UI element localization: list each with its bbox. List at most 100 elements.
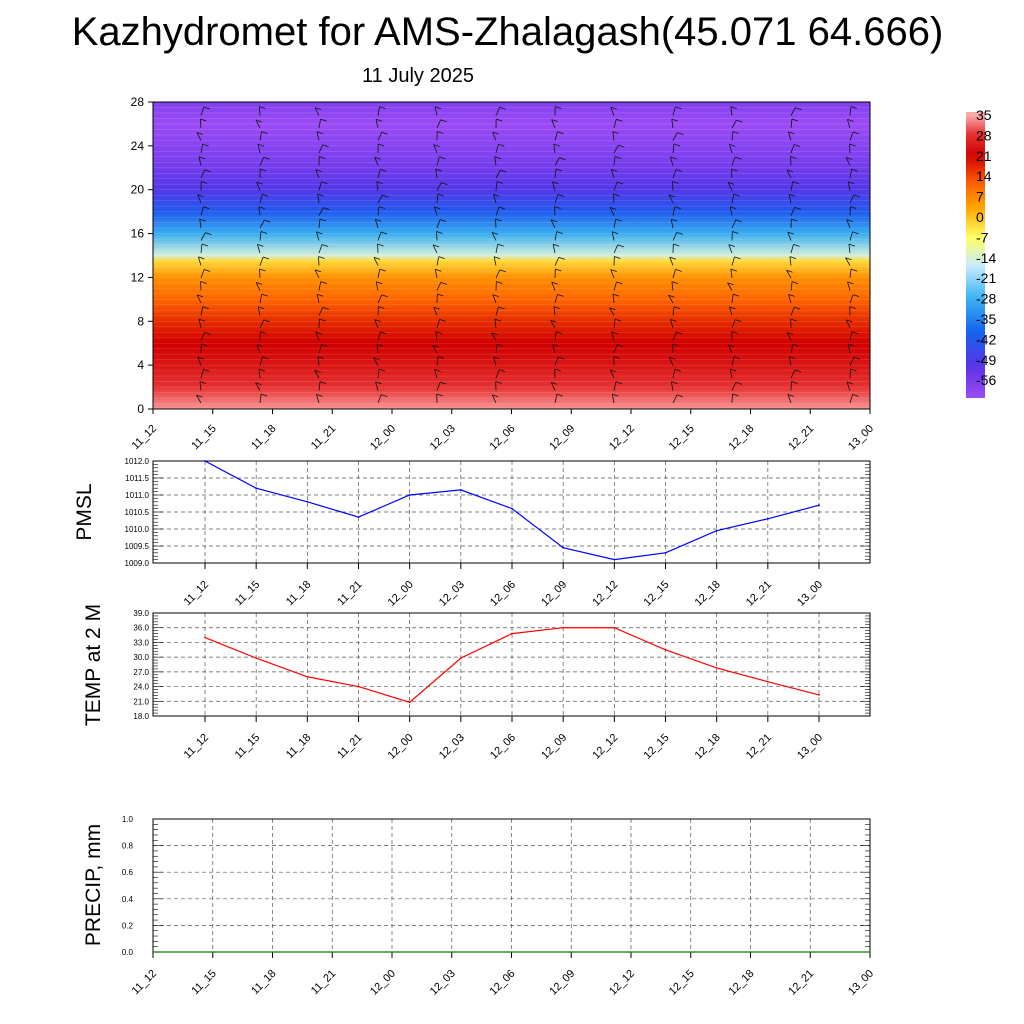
wind-barb [492,131,499,135]
wind-barb [728,244,735,247]
wind-barb [675,169,683,172]
wind-barb [318,244,323,254]
wind-barb [849,194,855,204]
wind-barb [314,369,321,373]
wind-barb [851,168,858,172]
x-tick-label: 11_12 [130,968,160,998]
wind-barb [319,381,327,384]
wind-barb [495,269,501,279]
x-tick-label: 11_18 [284,732,314,762]
wind-barb [255,119,263,123]
wind-barb [789,193,796,197]
wind-barb [849,169,853,179]
wind-barb [733,356,740,360]
wind-barb [727,182,733,191]
wind-barb [845,257,852,261]
wind-barb [203,106,211,110]
wind-barb [609,307,615,316]
wind-barb [316,394,320,404]
wind-barb [259,256,264,266]
precip-panel: 0.0 0.2 0.4 0.6 0.8 1.0 11_12 11_15 11_18 11_21 12… [82,815,876,998]
wind-barb [794,206,801,210]
wind-barb [851,331,858,335]
colorbar-scale [966,112,985,398]
wind-barb [729,306,736,310]
wind-barb [550,320,556,329]
wind-barb [789,356,796,360]
wind-barb [736,119,743,123]
wind-barb [495,169,501,179]
wind-barb [196,294,202,304]
data-point [613,558,616,561]
wind-barb [613,193,620,197]
wind-barb [787,231,794,235]
wind-barb [433,306,438,316]
wind-barb [727,282,733,291]
y-tick-label: 0 [137,402,144,416]
wind-barb [499,269,506,273]
wind-barb [437,293,444,297]
wind-barb [377,331,381,341]
wind-barb [260,231,268,234]
x-tick-label: 11_15 [189,423,219,453]
wind-barb [200,118,207,122]
wind-barb [434,369,438,379]
y-tick-label: 1010.0 [125,525,150,534]
y-tick-label: 16 [131,227,145,241]
wind-barb [786,270,792,279]
x-tick-label: 12_18 [693,732,723,762]
wind-barb [378,306,385,309]
wind-barb [495,381,502,384]
wind-barb [674,368,681,372]
wind-barb [200,369,204,379]
wind-barb [256,182,261,191]
wind-barb [198,156,202,166]
wind-barb [727,344,733,354]
wind-barb [315,331,320,341]
wind-barb [198,319,202,329]
x-tick-label: 12_21 [786,968,816,998]
wind-barb [263,319,270,323]
wind-barb [196,132,204,135]
wind-barb [432,344,439,348]
temperature-panel: 18.0 21.0 24.0 27.0 30.0 33.0 36.0 39.0 11_12 11_… [82,604,871,762]
wind-barb [849,394,854,404]
wind-barb [555,168,563,172]
wind-barb [847,119,854,122]
wind-barb [434,206,441,210]
x-tick-label: 12_15 [667,968,697,998]
wind-barb [255,382,262,386]
wind-barb [259,394,262,404]
wind-barb [440,381,447,385]
wind-barb [671,119,674,129]
wind-barb [791,218,798,222]
wind-barb [258,206,261,216]
colorbar-label: 0 [976,209,984,225]
wind-barb [790,144,795,154]
wind-barb [377,206,380,216]
wind-barb [611,394,615,404]
y-tick-label: 1.0 [122,815,134,824]
wind-barb [551,381,558,385]
wind-barb [728,344,735,348]
x-tick-label: 11_15 [233,732,263,762]
data-point [715,667,718,669]
wind-barb [613,144,619,154]
wind-barb [376,181,379,191]
wind-barb [848,244,851,254]
wind-barb [614,156,622,159]
wind-barb [612,131,615,141]
wind-barb [735,319,742,322]
wind-barb [671,281,679,284]
wind-barb [380,168,387,172]
y-axis-label: TEMP at 2 M [82,604,105,726]
wind-barb [318,119,321,129]
wind-barb [318,144,324,154]
wind-barb [732,393,739,397]
x-tick-label: 12_09 [539,732,569,762]
wind-barb [436,156,440,166]
wind-barb [552,343,559,347]
wind-barb [846,381,854,385]
wind-barb [849,331,853,341]
wind-barb [373,357,379,366]
